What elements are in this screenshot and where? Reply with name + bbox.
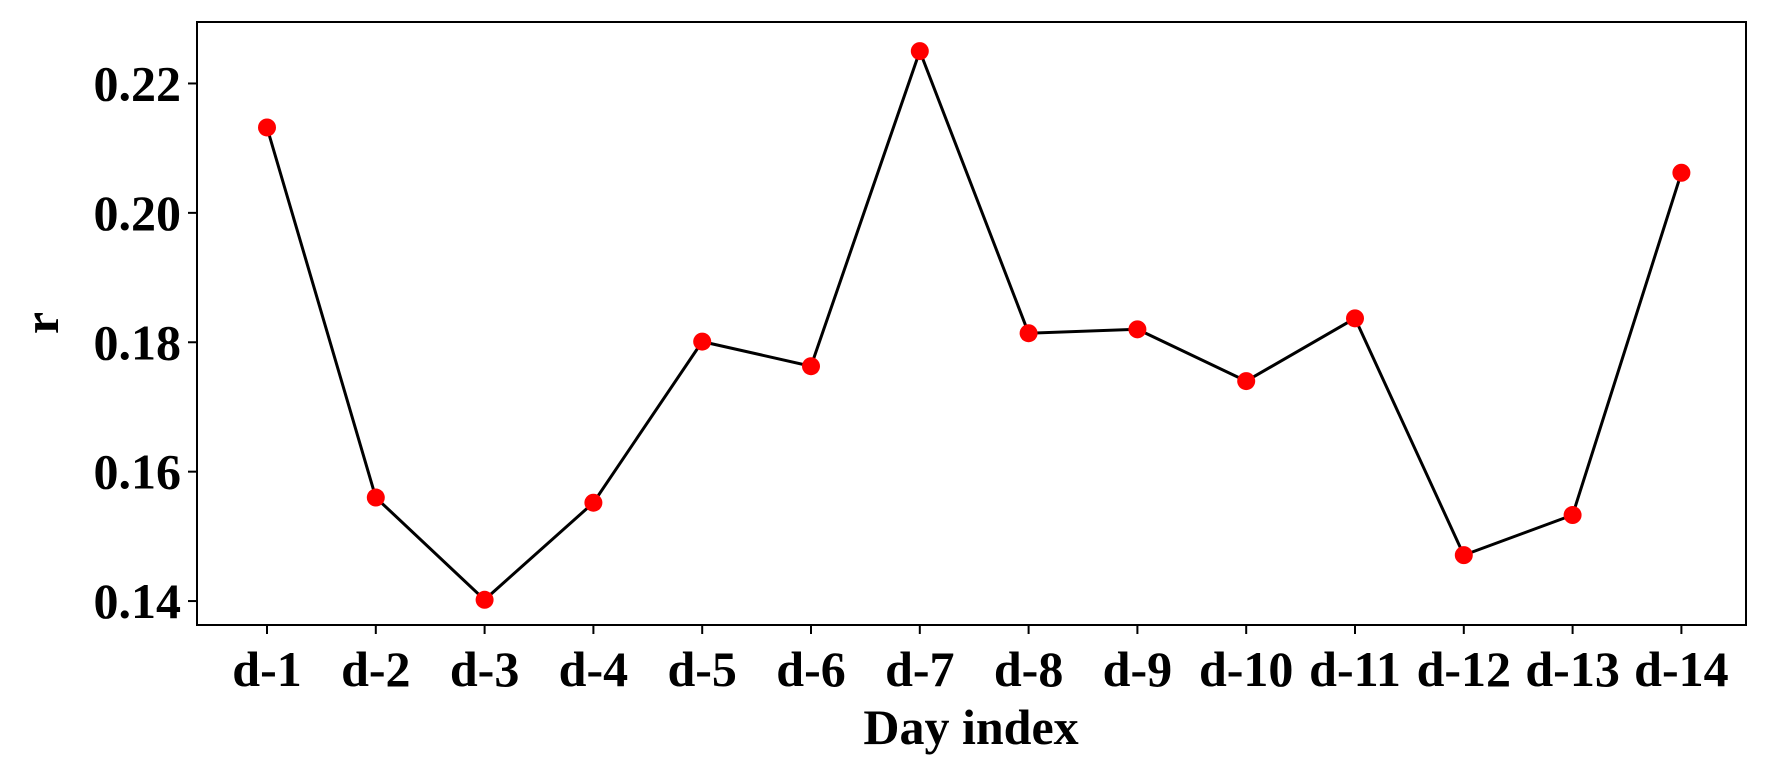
x-tick-label: d-7	[885, 641, 954, 697]
y-tick-label: 0.20	[94, 185, 182, 241]
x-tick-label: d-12	[1417, 641, 1511, 697]
y-tick-label: 0.14	[94, 573, 182, 629]
data-point	[1672, 163, 1691, 182]
y-tick-label: 0.22	[94, 55, 182, 111]
y-tick-label: 0.18	[94, 314, 182, 370]
data-point	[584, 493, 603, 512]
data-point	[475, 590, 494, 609]
plot-area	[196, 21, 1747, 626]
x-tick-label: d-1	[232, 641, 301, 697]
y-axis: 0.14 0.16 0.18 0.20 0.22	[94, 55, 197, 629]
x-tick-label: d-14	[1634, 641, 1728, 697]
x-tick-label: d-10	[1199, 641, 1293, 697]
x-tick-label: d-4	[559, 641, 628, 697]
x-tick-label: d-9	[1103, 641, 1172, 697]
y-axis-label: r	[13, 312, 69, 334]
data-point	[1454, 546, 1473, 565]
data-point	[1237, 372, 1256, 391]
data-point	[1346, 309, 1364, 328]
data-point	[910, 42, 929, 61]
data-point	[366, 488, 385, 507]
x-tick-label: d-6	[776, 641, 845, 697]
data-point	[1019, 324, 1038, 343]
x-tick-label: d-11	[1309, 641, 1401, 697]
data-point	[802, 357, 820, 376]
x-tick-label: d-5	[667, 641, 736, 697]
y-tick-label: 0.16	[94, 444, 182, 500]
data-point	[1128, 320, 1147, 339]
data-point	[258, 118, 276, 137]
x-tick-label: d-8	[994, 641, 1063, 697]
x-tick-label: d-3	[450, 641, 519, 697]
x-axis: d-1 d-2 d-3 d-4 d-5 d-6 d-7 d-8 d-9 d-10 d-11 d-12 d…	[232, 625, 1729, 697]
data-point	[693, 332, 712, 351]
series-line	[265, 46, 1683, 602]
x-tick-label: d-13	[1525, 641, 1619, 697]
data-points	[258, 42, 1691, 609]
data-point	[1563, 506, 1582, 525]
x-tick-label: d-2	[341, 641, 410, 697]
x-axis-label: Day index	[863, 699, 1078, 755]
